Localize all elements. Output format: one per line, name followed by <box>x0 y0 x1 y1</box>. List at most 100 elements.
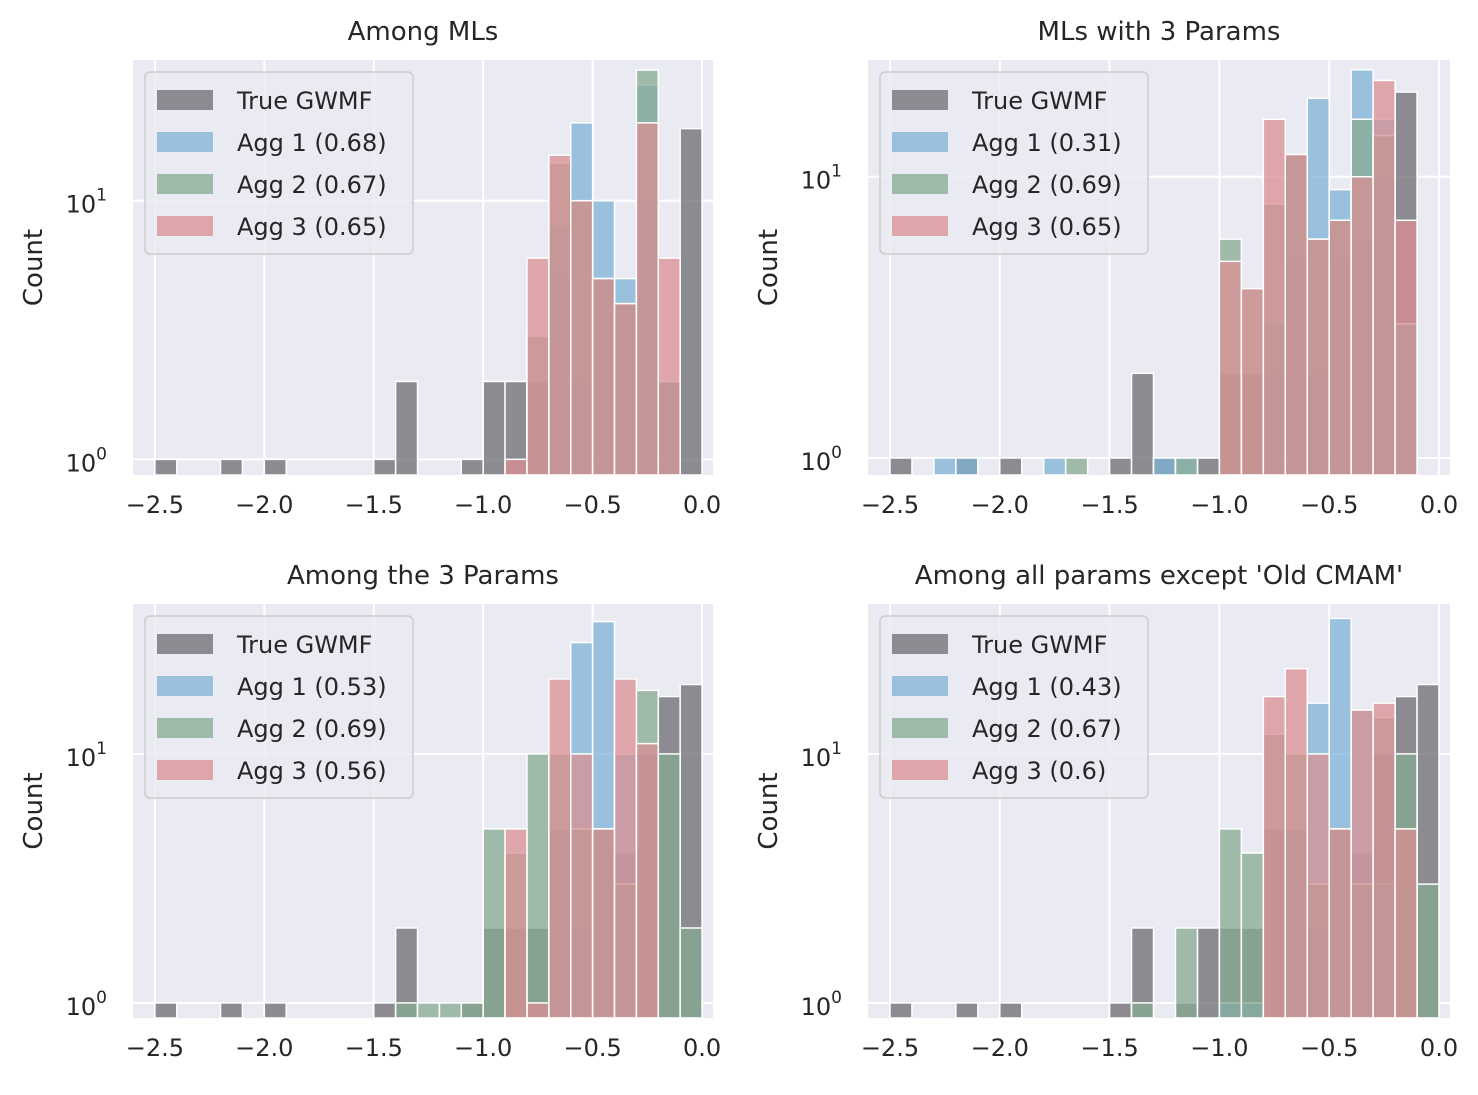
x-tick-label: −2.0 <box>235 1034 293 1062</box>
legend-swatch <box>157 676 213 696</box>
legend-entry: True GWMF <box>971 631 1107 659</box>
histogram-bar <box>1196 927 1221 1019</box>
legend-entry: Agg 3 (0.6) <box>972 757 1106 785</box>
x-tick-label: 0.0 <box>1420 1034 1458 1062</box>
legend-entry: Agg 3 (0.65) <box>237 213 387 241</box>
legend-swatch <box>892 676 948 696</box>
series-4-bars <box>1262 667 1418 1019</box>
x-tick-label: −2.0 <box>235 491 293 519</box>
legend-swatch <box>892 718 948 738</box>
chart-panel-3: −2.5 −2.0 −1.5 −1.0 −0.5 0.0 100 101 Count Among … <box>19 561 721 1062</box>
y-tick-label: 101 <box>801 162 842 195</box>
histogram-bar <box>657 257 681 476</box>
y-tick-label: 100 <box>801 443 842 476</box>
histogram-bar <box>1394 219 1418 476</box>
histogram-bar <box>1350 709 1374 1019</box>
legend-entry: Agg 2 (0.69) <box>237 715 387 743</box>
histogram-bar <box>526 753 550 1019</box>
histogram-bar <box>999 1002 1023 1019</box>
legend-entry: True GWMF <box>236 631 372 659</box>
legend-swatch <box>157 174 213 194</box>
x-tick-label: −2.5 <box>861 491 919 519</box>
histogram-bar <box>438 1002 463 1019</box>
legend-swatch <box>157 760 213 780</box>
legend: True GWMF Agg 1 (0.43) Agg 2 (0.67) Agg 3 (… <box>879 615 1149 799</box>
histogram-bar <box>416 1002 441 1019</box>
x-tick-label: −1.5 <box>345 1034 403 1062</box>
legend-entry: True GWMF <box>971 87 1107 115</box>
legend-entry: Agg 2 (0.67) <box>237 171 387 199</box>
x-tick-label: −1.5 <box>1080 491 1138 519</box>
histogram-bar <box>613 678 638 1019</box>
legend-swatch <box>157 90 213 110</box>
x-tick-label: −2.5 <box>861 1034 919 1062</box>
histogram-bar <box>1042 457 1067 476</box>
histogram-bar <box>1350 175 1374 476</box>
histogram-bar <box>613 302 638 476</box>
legend-entry: Agg 1 (0.31) <box>972 129 1122 157</box>
histogram-bar <box>1130 1002 1155 1019</box>
histogram-bar <box>679 127 703 476</box>
histogram-bar <box>1240 852 1265 1019</box>
histogram-bar <box>504 828 528 1019</box>
x-tick-label: 0.0 <box>683 491 721 519</box>
x-tick-label: −0.5 <box>563 1034 621 1062</box>
legend-swatch <box>892 174 948 194</box>
histogram-bar <box>1174 457 1199 476</box>
histogram-bar <box>999 457 1023 476</box>
histogram-bar <box>373 458 397 476</box>
histogram-bar <box>679 927 703 1019</box>
histogram-bar <box>1328 219 1352 476</box>
histogram-bar <box>1372 79 1396 476</box>
histogram-bar <box>569 753 594 1019</box>
x-tick-label: −2.5 <box>126 1034 184 1062</box>
histogram-bar <box>460 1002 484 1019</box>
legend-swatch <box>892 132 948 152</box>
histogram-bar <box>263 1002 287 1019</box>
histogram-bar <box>955 457 979 476</box>
legend-swatch <box>157 634 213 654</box>
panel-title: Among the 3 Params <box>287 561 559 591</box>
legend-swatch <box>157 216 213 236</box>
x-tick-label: −1.0 <box>454 491 512 519</box>
legend: True GWMF Agg 1 (0.53) Agg 2 (0.69) Agg 3 (… <box>144 615 414 799</box>
histogram-bar <box>548 154 572 476</box>
histogram-bar <box>1262 118 1287 476</box>
histogram-bar <box>591 277 616 476</box>
histogram-bar <box>548 678 572 1019</box>
legend-swatch <box>157 718 213 738</box>
histogram-bar <box>219 458 244 476</box>
histogram-bar <box>1218 260 1243 476</box>
histogram-bar <box>1328 828 1352 1019</box>
legend-box <box>879 615 1149 799</box>
y-tick-label: 100 <box>801 988 842 1021</box>
legend-swatch <box>892 760 948 780</box>
histogram-bar <box>526 257 550 476</box>
x-tick-label: −2.0 <box>971 491 1029 519</box>
series-4-bars <box>504 678 660 1019</box>
y-tick-label: 100 <box>66 444 107 477</box>
histogram-bar <box>1064 457 1089 476</box>
histogram-bar <box>394 380 419 476</box>
x-tick-label: −2.5 <box>126 491 184 519</box>
histogram-bar <box>1174 927 1199 1019</box>
histogram-bar <box>1416 883 1440 1019</box>
y-axis-label: Count <box>754 229 784 306</box>
legend: True GWMF Agg 1 (0.68) Agg 2 (0.67) Agg 3 (… <box>144 71 414 255</box>
x-tick-label: −1.0 <box>1190 1034 1248 1062</box>
histogram-bar <box>1284 667 1308 1019</box>
histogram-bar <box>1108 1002 1133 1019</box>
y-axis-label: Count <box>754 772 784 849</box>
histogram-bar <box>1306 753 1330 1019</box>
histogram-bar <box>933 457 957 476</box>
histogram-bar <box>154 458 178 476</box>
histogram-bar <box>1130 372 1155 476</box>
legend-swatch <box>892 90 948 110</box>
histogram-bar <box>569 199 594 476</box>
histogram-bar <box>1218 828 1243 1019</box>
x-tick-label: −1.0 <box>1190 491 1248 519</box>
x-tick-label: 0.0 <box>1420 491 1458 519</box>
x-tick-label: −1.5 <box>1080 1034 1138 1062</box>
